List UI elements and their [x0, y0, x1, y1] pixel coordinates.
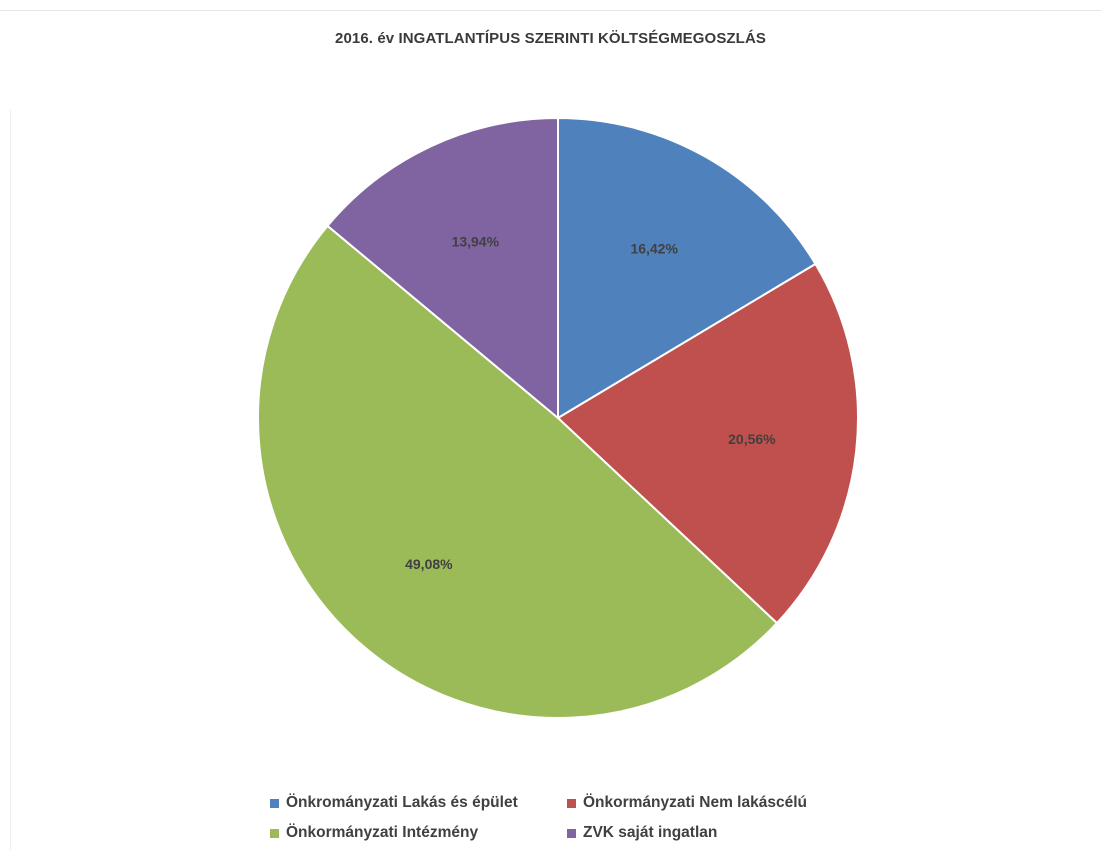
legend-item-intezmeny: Önkormányzati Intézmény [270, 824, 567, 842]
legend-label-nem-lakascelu: Önkormányzati Nem lakáscélú [583, 794, 807, 811]
pie-slice-zvk [326, 116, 559, 421]
legend-swatch-zvk [567, 828, 576, 838]
pie-slice-lakas [557, 116, 817, 420]
pie-slice-intezmeny [257, 224, 779, 719]
slice-label-intezmeny: 49,08% [405, 556, 453, 572]
left-divider [10, 110, 11, 850]
slice-label-nem-lakascelu: 20,56% [728, 431, 776, 447]
legend-swatch-intezmeny [270, 828, 279, 838]
slice-label-lakas: 16,42% [630, 240, 678, 256]
legend-label-lakas: Önkrományzati Lakás és épület [286, 794, 518, 811]
legend-item-zvk: ZVK saját ingatlan [567, 824, 717, 842]
pie-slice-nem-lakascelu [556, 262, 859, 625]
legend-label-intezmeny: Önkormányzati Intézmény [286, 824, 479, 841]
legend-swatch-nem-lakascelu [567, 798, 576, 808]
legend-swatch-lakas [270, 798, 279, 808]
legend-item-nem-lakascelu: Önkormányzati Nem lakáscélú [567, 794, 807, 812]
legend-item-lakas: Önkrományzati Lakás és épület [270, 794, 567, 812]
legend-label-zvk: ZVK saját ingatlan [583, 824, 718, 841]
legend: Önkrományzati Lakás és épület Önkormányz… [270, 788, 890, 848]
top-divider [0, 10, 1101, 11]
legend-row-2: Önkormányzati Intézmény ZVK saját ingatl… [270, 818, 890, 848]
slice-label-zvk: 13,94% [452, 233, 500, 249]
chart-title: 2016. év INGATLANTÍPUS SZERINTI KÖLTSÉGM… [335, 30, 766, 47]
legend-row-1: Önkrományzati Lakás és épület Önkormányz… [270, 788, 890, 818]
